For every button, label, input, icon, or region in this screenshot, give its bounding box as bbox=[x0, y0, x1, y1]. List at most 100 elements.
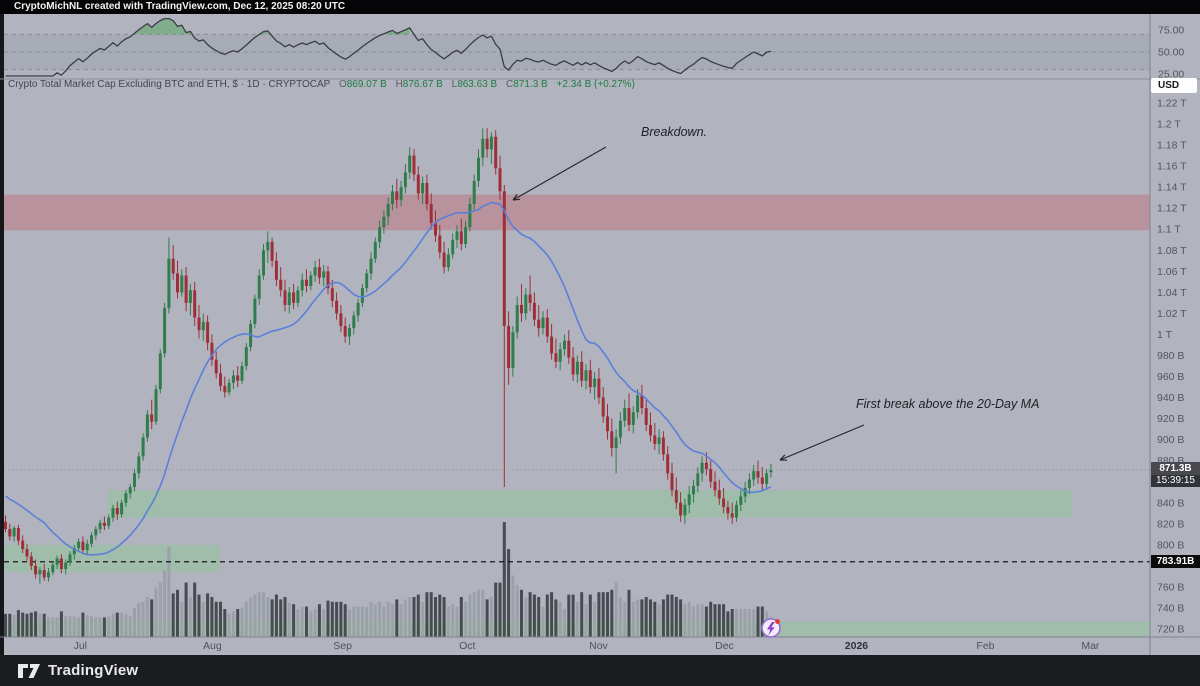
change-value: +2.34 B (+0.27%) bbox=[556, 79, 635, 90]
candle-body bbox=[386, 203, 390, 217]
price-axis-tick: 1.08 T bbox=[1157, 245, 1187, 257]
candle-body bbox=[679, 502, 683, 516]
ohlc-close-value: 871.3 B bbox=[513, 79, 548, 90]
candle-body bbox=[141, 437, 145, 457]
candle-body bbox=[29, 556, 33, 566]
breakdown-note[interactable]: Breakdown. bbox=[641, 125, 707, 139]
level-price-label: 783.91B bbox=[1151, 555, 1200, 568]
volume-bar bbox=[25, 613, 29, 637]
tradingview-wordmark[interactable]: TradingView bbox=[48, 662, 139, 679]
candle-body bbox=[188, 290, 192, 303]
volume-bar bbox=[369, 601, 373, 637]
time-axis-month[interactable]: Jul bbox=[74, 640, 87, 652]
volume-bar bbox=[455, 606, 459, 637]
support-zone-mid[interactable] bbox=[108, 490, 1072, 518]
time-axis-month[interactable]: Feb bbox=[976, 640, 994, 652]
rsi-line[interactable] bbox=[5, 17, 772, 77]
symbol-legend[interactable]: Crypto Total Market Cap Excluding BTC an… bbox=[8, 79, 635, 90]
candle-body bbox=[481, 138, 485, 158]
volume-bar bbox=[34, 611, 38, 637]
volume-bar bbox=[627, 589, 631, 637]
volume-bar bbox=[29, 612, 33, 637]
candle-body bbox=[687, 494, 691, 505]
candle-body bbox=[640, 395, 644, 409]
candle-body bbox=[72, 547, 76, 555]
candle-body bbox=[477, 157, 480, 181]
candle-body bbox=[382, 216, 386, 228]
price-axis-tick: 940 B bbox=[1157, 392, 1184, 404]
ma-break-arrow-line[interactable] bbox=[779, 424, 865, 461]
resistance-zone[interactable] bbox=[4, 194, 1150, 231]
candle-body bbox=[47, 572, 50, 578]
volume-bar bbox=[584, 604, 588, 637]
volume-bar bbox=[554, 599, 558, 637]
candle-body bbox=[730, 513, 734, 518]
time-axis-month[interactable]: Nov bbox=[589, 640, 608, 652]
volume-bar bbox=[700, 604, 704, 637]
volume-bar bbox=[747, 609, 751, 637]
volume-bar bbox=[12, 615, 16, 637]
price-axis-tick: 1.16 T bbox=[1157, 161, 1187, 173]
time-axis-month[interactable]: Sep bbox=[333, 640, 352, 652]
volume-bar bbox=[167, 546, 171, 637]
volume-bar bbox=[416, 594, 420, 637]
volume-bar bbox=[412, 597, 416, 637]
candle-body bbox=[670, 473, 674, 491]
volume-bar bbox=[717, 604, 721, 637]
ma-20-line[interactable] bbox=[5, 201, 772, 556]
candle-body bbox=[231, 375, 235, 383]
candle-body bbox=[502, 191, 506, 327]
volume-bar bbox=[64, 616, 68, 637]
currency-toggle-button[interactable]: USD bbox=[1151, 78, 1197, 93]
ma-break-note[interactable]: First break above the 20-Day MA bbox=[856, 397, 1039, 411]
volume-bar bbox=[395, 599, 399, 637]
volume-bar bbox=[365, 606, 369, 637]
time-axis-month[interactable]: Oct bbox=[459, 640, 475, 652]
volume-bar bbox=[391, 604, 394, 637]
rsi-overbought-fill bbox=[134, 18, 191, 35]
rsi-axis-tick: 50.00 bbox=[1158, 47, 1184, 59]
volume-bar bbox=[55, 617, 59, 637]
breakdown-arrow-line[interactable] bbox=[512, 146, 607, 201]
candle-body bbox=[240, 366, 244, 381]
tradingview-logo-icon[interactable] bbox=[17, 663, 41, 679]
time-axis-month[interactable]: Aug bbox=[203, 640, 222, 652]
volume-bar bbox=[709, 601, 713, 637]
candle-body bbox=[713, 481, 717, 491]
volume-bar bbox=[201, 601, 205, 637]
candle-body bbox=[558, 349, 562, 362]
candle-body bbox=[266, 241, 270, 251]
volume-bar bbox=[98, 617, 102, 637]
candle-body bbox=[588, 370, 592, 388]
candle-body bbox=[722, 498, 726, 507]
time-axis-month[interactable]: Dec bbox=[715, 640, 734, 652]
candle-body bbox=[524, 294, 528, 314]
price-axis-tick: 900 B bbox=[1157, 434, 1184, 446]
volume-bar bbox=[399, 604, 403, 637]
volume-bar bbox=[425, 592, 429, 637]
candle-body bbox=[309, 275, 313, 287]
candle-body bbox=[434, 222, 437, 236]
price-axis-tick: 1.04 T bbox=[1157, 287, 1187, 299]
candle-body bbox=[421, 182, 425, 194]
volume-bar bbox=[283, 597, 287, 637]
volume-bar bbox=[752, 609, 756, 637]
candle-body bbox=[636, 395, 640, 413]
candle-body bbox=[661, 437, 665, 455]
candle-body bbox=[692, 485, 695, 495]
time-axis-month[interactable]: Mar bbox=[1081, 640, 1100, 652]
volume-bar bbox=[670, 594, 674, 637]
volume-bar bbox=[253, 594, 257, 637]
candle-body bbox=[498, 168, 502, 192]
candle-body bbox=[102, 522, 106, 526]
symbol-title[interactable]: Crypto Total Market Cap Excluding BTC an… bbox=[8, 79, 331, 90]
candle-body bbox=[653, 435, 657, 444]
candle-body bbox=[532, 302, 536, 320]
candle-body bbox=[124, 493, 128, 503]
candle-body bbox=[279, 279, 283, 291]
candle-body bbox=[704, 462, 708, 470]
time-axis-month[interactable]: 2026 bbox=[845, 640, 869, 652]
candle-body bbox=[85, 543, 89, 551]
candle-body bbox=[219, 373, 222, 386]
